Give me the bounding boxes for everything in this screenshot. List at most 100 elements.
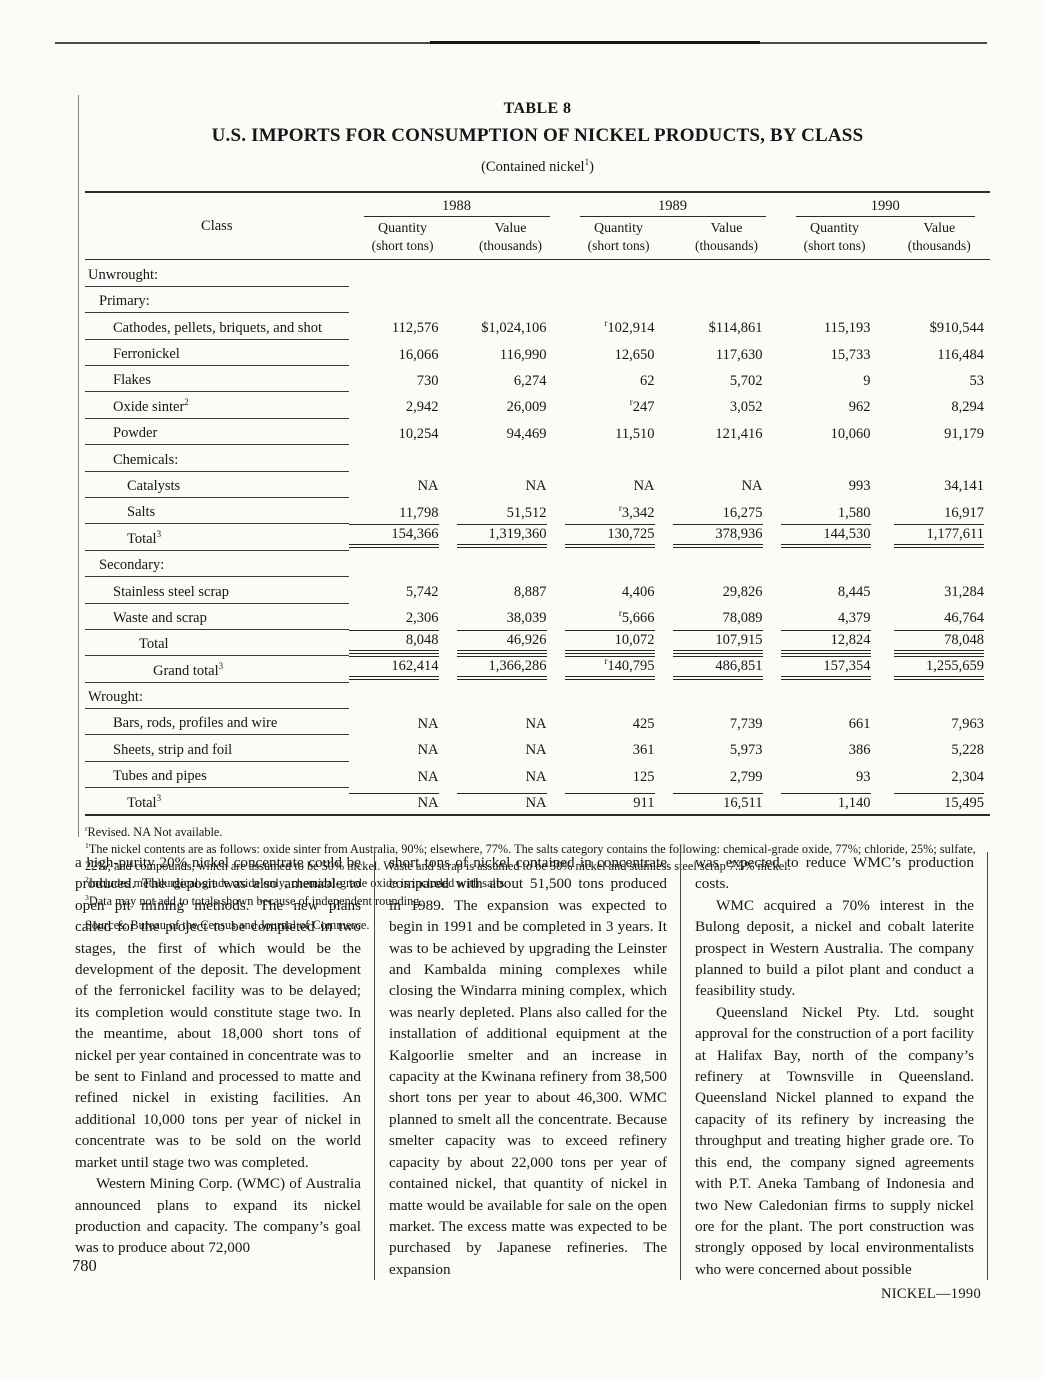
footnote-marker: 1 (584, 157, 590, 168)
value-cell: r5,666 (618, 608, 655, 627)
value-cell: 8,294 (951, 399, 984, 416)
row-label: Total3 (85, 523, 349, 551)
value-cell: 154,366 (348, 524, 457, 550)
value-cell: 378,936 (672, 524, 781, 550)
value-cell: 2,942 (405, 399, 439, 416)
value-cell: 46,926 (456, 629, 565, 655)
value-cell (457, 286, 565, 312)
revised-marker: r (618, 503, 622, 514)
value-cell (673, 260, 781, 286)
table-row: Total3 NA NA 911 16,511 1,140 15,495 (85, 787, 990, 816)
footnote-marker: r (85, 823, 88, 833)
value-cell: 26,009 (506, 399, 547, 416)
footnote: 3Data may not add to totals shown becaus… (85, 892, 423, 908)
value-cell (565, 682, 673, 708)
value-cell (889, 550, 990, 576)
value-cell: 31,284 (944, 584, 984, 601)
value-cell: NA (741, 478, 763, 495)
value-cell: 107,915 (672, 629, 781, 655)
table-header-measure-row: Quantity (short tons) Value (thousands) Qu… (85, 218, 990, 261)
row-label: Catalysts (85, 471, 349, 498)
column-header-quantity: Quantity (short tons) (780, 218, 889, 261)
value-cell: 94,469 (506, 425, 547, 442)
value-cell: $114,861 (708, 320, 763, 337)
row-label: Sheets, strip and foil (85, 734, 349, 762)
table-caption: TABLE 8 (503, 100, 572, 117)
column-header-year-1990: 1990 (781, 192, 990, 218)
value-cell: 4,406 (621, 584, 655, 601)
value-cell: r140,795 (564, 656, 673, 682)
table-row: Grand total3 162,414 1,366,286 r140,795 486,… (85, 655, 990, 683)
value-cell: r102,914 (604, 318, 655, 337)
body-paragraph: WMC acquired a 70% interest in the Bulon… (695, 896, 974, 1000)
table-row: Wrought: (85, 682, 990, 710)
footnote-marker: 3 (156, 792, 162, 803)
value-cell (889, 682, 990, 708)
value-cell (781, 286, 889, 312)
table-row: Powder 10,254 94,469 11,510 121,416 10,060 91,… (85, 418, 990, 446)
row-label: Oxide sinter2 (85, 391, 349, 419)
table-subtitle: (Contained nickel1) (481, 157, 594, 175)
value-cell: 10,060 (830, 425, 871, 442)
value-cell: 162,414 (348, 656, 457, 682)
value-cell: 16,066 (398, 346, 439, 363)
value-cell: 1,580 (837, 504, 871, 521)
value-cell: 11,798 (399, 504, 439, 521)
footnote: 1The nickel contents are as follows: oxi… (85, 841, 976, 873)
value-cell (565, 550, 673, 576)
row-label: Secondary: (85, 550, 349, 578)
table-row: Waste and scrap 2,306 38,039 r5,666 78,089 4,… (85, 603, 990, 630)
body-paragraph: a high-purity 20% nickel concentrate cou… (75, 854, 361, 1171)
value-cell (457, 260, 565, 286)
value-cell: NA (348, 788, 457, 815)
footnote-marker: 1 (85, 841, 89, 851)
value-cell: 1,366,286 (456, 656, 565, 682)
value-cell (565, 286, 673, 312)
value-cell: 2,799 (729, 768, 763, 785)
value-cell: 2,304 (951, 768, 984, 785)
value-cell: 5,742 (405, 584, 439, 601)
value-cell (889, 286, 990, 312)
table-row: Bars, rods, profiles and wire NA NA 425 7,73… (85, 708, 990, 736)
value-cell: 911 (564, 788, 673, 815)
table-title: U.S. IMPORTS FOR CONSUMPTION OF NICKEL P… (211, 125, 864, 146)
row-label: Chemicals: (85, 444, 349, 472)
value-cell: 993 (848, 478, 871, 495)
table-row: Oxide sinter2 2,942 26,009 r247 3,052 962 8,29… (85, 391, 990, 419)
footnote-marker: 3 (85, 892, 89, 902)
value-cell: 1,177,611 (889, 524, 990, 550)
value-cell: 115,193 (823, 320, 871, 337)
value-cell: 486,851 (672, 656, 781, 682)
value-cell: 10,254 (398, 425, 439, 442)
column-header-year-1988: 1988 (349, 192, 565, 218)
table-row: Total3 154,366 1,319,360 130,725 378,936 144,… (85, 523, 990, 551)
value-cell: 157,354 (780, 656, 889, 682)
article-text-columns: a high-purity 20% nickel concentrate cou… (75, 852, 988, 1281)
value-cell: 116,990 (499, 346, 547, 363)
value-cell: 1,140 (780, 788, 889, 815)
value-cell: 93 (856, 768, 871, 785)
value-cell: 78,048 (889, 629, 990, 655)
row-label: Primary: (85, 286, 349, 314)
value-cell: NA (417, 715, 439, 732)
value-cell: NA (525, 742, 547, 759)
column-header-value: Value (thousands) (888, 218, 990, 261)
value-cell: 5,702 (729, 372, 763, 389)
table-sources: Sources: Bureau of the Census and Journa… (85, 917, 370, 932)
imports-table: Class 1988 1989 1990 Quantity (short tons… (85, 191, 990, 816)
value-cell: 2,306 (405, 610, 439, 627)
value-cell (673, 550, 781, 576)
value-cell: 361 (632, 742, 655, 759)
table-row: Flakes 730 6,274 62 5,702 9 53 (85, 365, 990, 393)
value-cell (457, 550, 565, 576)
value-cell (673, 286, 781, 312)
value-cell: 7,963 (951, 715, 984, 732)
table-header-year-row: Class 1988 1989 1990 (85, 192, 990, 261)
revised-marker: r (618, 608, 622, 619)
value-cell: 7,739 (729, 715, 763, 732)
value-cell (781, 682, 889, 708)
value-cell: 5,228 (951, 742, 984, 759)
value-cell: 661 (848, 715, 871, 732)
row-label: Flakes (85, 365, 349, 393)
